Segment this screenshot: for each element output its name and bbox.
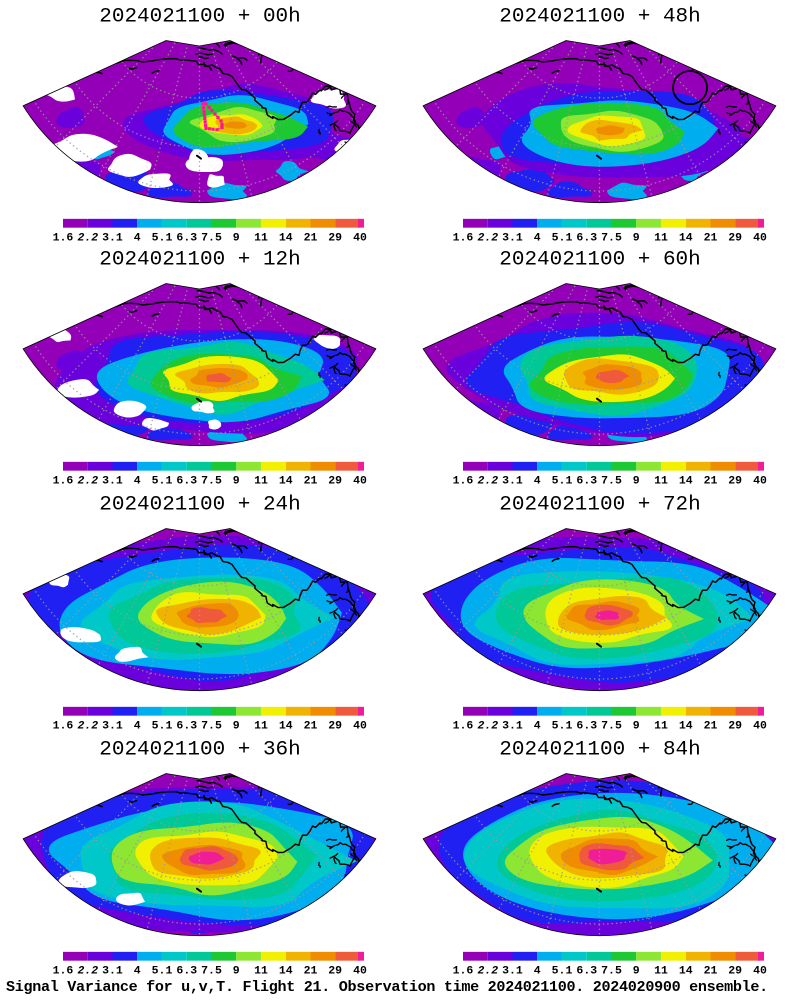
svg-text:2.2: 2.2 [477,965,498,977]
svg-text:4: 4 [534,965,541,977]
svg-text:2024021100 + 00h: 2024021100 + 00h [99,6,300,29]
svg-text:3.1: 3.1 [502,965,523,977]
svg-text:2.2: 2.2 [477,475,498,487]
svg-text:29: 29 [728,720,742,732]
svg-text:11: 11 [254,720,268,732]
svg-text:11: 11 [254,475,268,487]
svg-text:1.6: 1.6 [453,720,474,732]
svg-text:11: 11 [654,475,668,487]
svg-text:21: 21 [304,965,318,977]
svg-text:6.3: 6.3 [176,720,197,732]
svg-text:2.2: 2.2 [77,475,98,487]
svg-text:11: 11 [654,720,668,732]
svg-text:6.3: 6.3 [576,720,597,732]
svg-text:5.1: 5.1 [152,720,173,732]
svg-text:11: 11 [654,965,668,977]
svg-text:5.1: 5.1 [552,475,573,487]
svg-text:9: 9 [233,965,240,977]
svg-text:7.5: 7.5 [601,965,622,977]
svg-text:2024021100 + 24h: 2024021100 + 24h [99,494,300,517]
svg-text:2024021100 + 72h: 2024021100 + 72h [499,494,700,517]
svg-text:21: 21 [304,475,318,487]
svg-text:5.1: 5.1 [152,965,173,977]
svg-text:29: 29 [328,965,342,977]
svg-text:6.3: 6.3 [176,965,197,977]
svg-text:9: 9 [633,720,640,732]
svg-text:1.6: 1.6 [453,475,474,487]
svg-text:5.1: 5.1 [152,475,173,487]
svg-text:1.6: 1.6 [453,965,474,977]
svg-text:6.3: 6.3 [576,965,597,977]
svg-text:9: 9 [633,475,640,487]
svg-text:3.1: 3.1 [102,965,123,977]
svg-text:4: 4 [134,965,141,977]
svg-text:3.1: 3.1 [102,720,123,732]
svg-text:14: 14 [279,475,293,487]
svg-text:2.2: 2.2 [77,720,98,732]
svg-text:7.5: 7.5 [201,965,222,977]
svg-text:7.5: 7.5 [201,475,222,487]
svg-text:2024021100 + 12h: 2024021100 + 12h [99,249,300,272]
svg-text:1.6: 1.6 [53,720,74,732]
svg-text:3.1: 3.1 [102,475,123,487]
svg-text:2.2: 2.2 [477,720,498,732]
svg-text:3.1: 3.1 [502,475,523,487]
svg-text:2024021100 + 60h: 2024021100 + 60h [499,249,700,272]
svg-text:21: 21 [704,720,718,732]
svg-text:21: 21 [704,965,718,977]
svg-text:1.6: 1.6 [53,475,74,487]
svg-text:40: 40 [353,475,367,487]
svg-text:4: 4 [534,720,541,732]
svg-text:40: 40 [753,475,767,487]
svg-text:29: 29 [728,965,742,977]
svg-text:14: 14 [679,475,693,487]
svg-text:7.5: 7.5 [601,475,622,487]
svg-text:7.5: 7.5 [201,720,222,732]
svg-text:14: 14 [679,720,693,732]
svg-text:7.5: 7.5 [601,720,622,732]
svg-text:1.6: 1.6 [53,965,74,977]
svg-text:6.3: 6.3 [176,475,197,487]
svg-text:29: 29 [328,475,342,487]
svg-text:2024021100 + 48h: 2024021100 + 48h [499,6,700,29]
svg-text:11: 11 [254,965,268,977]
svg-text:4: 4 [134,475,141,487]
svg-text:4: 4 [134,720,141,732]
svg-text:14: 14 [679,965,693,977]
svg-text:2024021100 + 36h: 2024021100 + 36h [99,739,300,762]
svg-text:14: 14 [279,965,293,977]
svg-text:5.1: 5.1 [552,720,573,732]
svg-text:40: 40 [753,965,767,977]
svg-text:6.3: 6.3 [576,475,597,487]
svg-text:3.1: 3.1 [502,720,523,732]
svg-text:2.2: 2.2 [77,965,98,977]
svg-text:29: 29 [728,475,742,487]
svg-text:9: 9 [633,965,640,977]
svg-text:21: 21 [304,720,318,732]
svg-text:14: 14 [279,720,293,732]
svg-text:9: 9 [233,475,240,487]
svg-text:40: 40 [753,720,767,732]
svg-text:5.1: 5.1 [552,965,573,977]
svg-text:2024021100 + 84h: 2024021100 + 84h [499,739,700,762]
svg-text:40: 40 [353,720,367,732]
svg-text:21: 21 [704,475,718,487]
svg-text:29: 29 [328,720,342,732]
svg-text:4: 4 [534,475,541,487]
svg-text:9: 9 [233,720,240,732]
svg-text:40: 40 [353,965,367,977]
